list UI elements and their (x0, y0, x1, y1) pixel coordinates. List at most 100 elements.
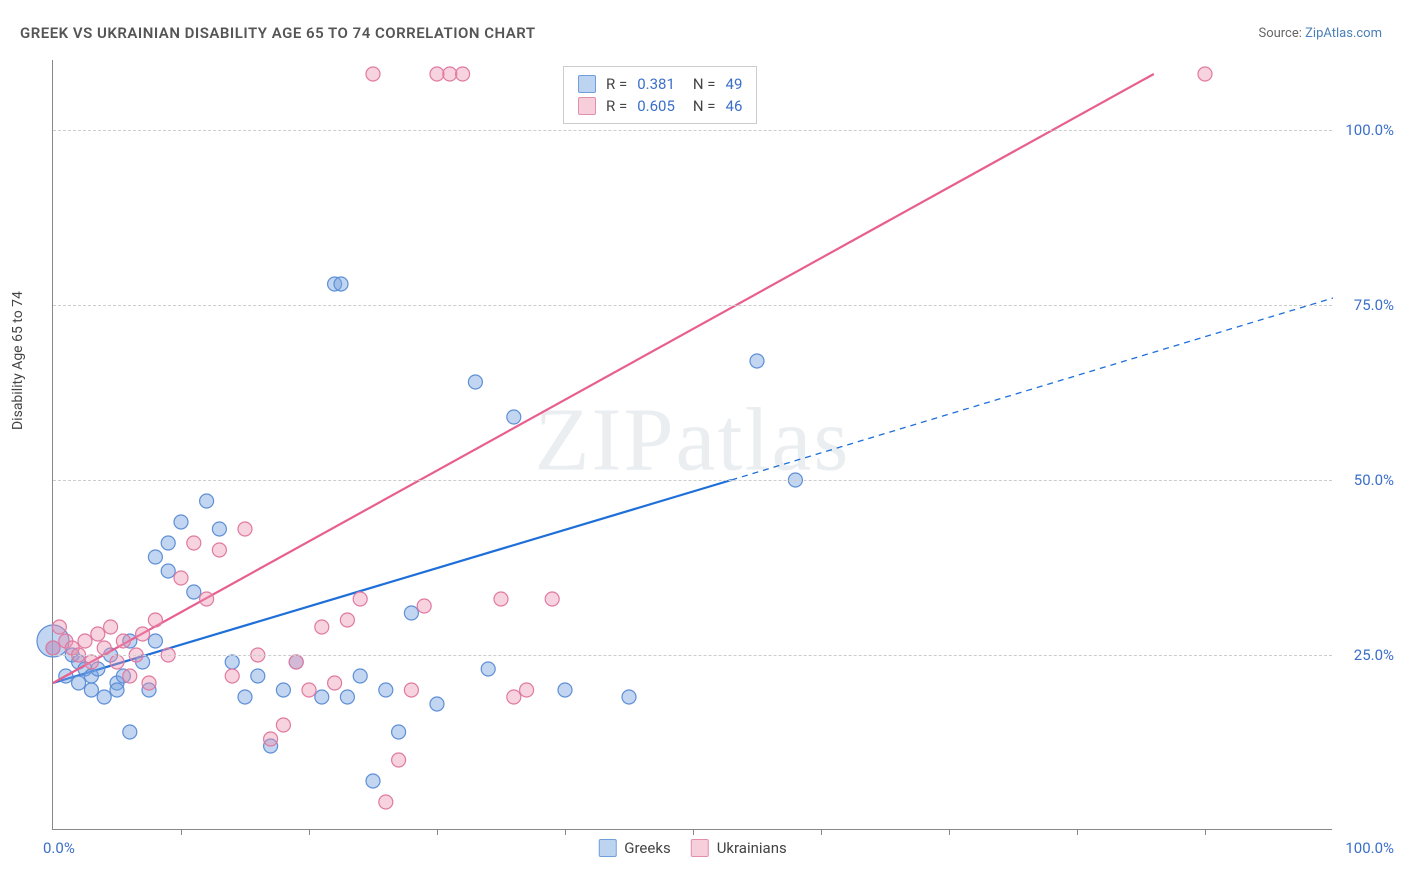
data-point (161, 564, 175, 578)
y-tick-label: 25.0% (1354, 646, 1394, 664)
data-point (200, 592, 214, 606)
data-point (334, 277, 348, 291)
legend-swatch (691, 839, 709, 857)
legend-swatch (578, 97, 596, 115)
legend-swatch (578, 75, 596, 93)
data-point (91, 627, 105, 641)
gridline-h (53, 655, 1332, 656)
data-point (481, 662, 495, 676)
data-point (238, 690, 252, 704)
data-point (750, 354, 764, 368)
source-attribution: Source: ZipAtlas.com (1258, 26, 1382, 41)
data-point (404, 683, 418, 697)
data-point (379, 683, 393, 697)
legend-n-label: N = (693, 97, 716, 115)
data-point (417, 599, 431, 613)
data-point (72, 676, 86, 690)
data-point (366, 67, 380, 81)
x-tick (309, 829, 310, 835)
data-point (264, 732, 278, 746)
gridline-h (53, 480, 1332, 481)
series-legend: Greeks Ukrainians (598, 839, 786, 857)
data-point (276, 683, 290, 697)
data-point (430, 697, 444, 711)
data-point (200, 494, 214, 508)
data-point (251, 669, 265, 683)
data-point (97, 690, 111, 704)
data-point (78, 634, 92, 648)
data-point (212, 522, 226, 536)
x-tick (181, 829, 182, 835)
correlation-legend: R =0.381N =49R =0.605N =46 (563, 66, 757, 124)
data-point (430, 67, 444, 81)
regression-line (53, 74, 1154, 683)
data-point (104, 620, 118, 634)
data-point (276, 718, 290, 732)
data-point (392, 753, 406, 767)
data-point (353, 669, 367, 683)
legend-item: Greeks (598, 839, 670, 857)
data-point (110, 655, 124, 669)
data-point (136, 627, 150, 641)
data-point (116, 634, 130, 648)
x-axis-max-label: 100.0% (1345, 839, 1394, 857)
data-point (123, 669, 137, 683)
data-point (456, 67, 470, 81)
legend-r-label: R = (606, 97, 627, 115)
data-point (225, 669, 239, 683)
data-point (558, 683, 572, 697)
data-point (340, 690, 354, 704)
legend-swatch (598, 839, 616, 857)
data-point (494, 592, 508, 606)
legend-n-label: N = (693, 75, 716, 93)
legend-series-name: Greeks (624, 839, 670, 857)
data-point (187, 536, 201, 550)
legend-n-value: 49 (726, 75, 743, 93)
x-tick (437, 829, 438, 835)
chart-title: GREEK VS UKRAINIAN DISABILITY AGE 65 TO … (20, 24, 536, 42)
x-tick (821, 829, 822, 835)
legend-r-label: R = (606, 75, 627, 93)
x-tick (1077, 829, 1078, 835)
y-tick-label: 100.0% (1345, 121, 1394, 139)
regression-line-extrapolated (731, 298, 1333, 480)
data-point (123, 725, 137, 739)
data-point (340, 613, 354, 627)
gridline-h (53, 305, 1332, 306)
data-point (379, 795, 393, 809)
data-point (1198, 67, 1212, 81)
data-point (315, 620, 329, 634)
legend-item: Ukrainians (691, 839, 787, 857)
data-point (142, 676, 156, 690)
data-point (110, 683, 124, 697)
chart-svg (53, 60, 1332, 829)
data-point (225, 655, 239, 669)
y-tick-label: 75.0% (1354, 296, 1394, 314)
source-prefix: Source: (1258, 26, 1305, 41)
gridline-h (53, 130, 1332, 131)
data-point (238, 522, 252, 536)
data-point (392, 725, 406, 739)
plot-area: ZIPatlas R =0.381N =49R =0.605N =46 Gree… (52, 60, 1332, 830)
legend-n-value: 46 (726, 97, 743, 115)
legend-series-name: Ukrainians (717, 839, 787, 857)
data-point (520, 683, 534, 697)
data-point (148, 634, 162, 648)
data-point (315, 690, 329, 704)
data-point (46, 641, 60, 655)
data-point (148, 613, 162, 627)
x-tick (693, 829, 694, 835)
legend-r-value: 0.605 (637, 97, 675, 115)
data-point (468, 375, 482, 389)
data-point (97, 641, 111, 655)
data-point (622, 690, 636, 704)
data-point (148, 550, 162, 564)
source-link[interactable]: ZipAtlas.com (1305, 26, 1382, 41)
data-point (302, 683, 316, 697)
data-point (328, 676, 342, 690)
data-point (212, 543, 226, 557)
legend-row: R =0.381N =49 (578, 73, 742, 95)
regression-line (53, 480, 731, 683)
data-point (404, 606, 418, 620)
data-point (366, 774, 380, 788)
